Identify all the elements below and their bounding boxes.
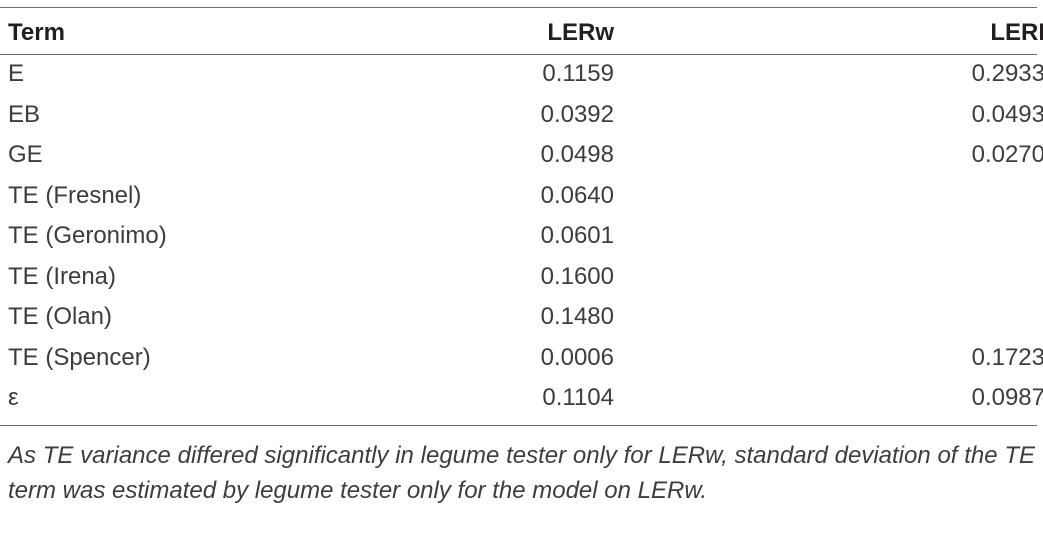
table-row: TE (Geronimo) 0.0601: [0, 216, 1043, 257]
cell-leri: [614, 297, 1043, 338]
table-row: TE (Olan) 0.1480: [0, 297, 1043, 338]
header-term: Term: [8, 19, 65, 46]
cell-term: GE: [8, 141, 43, 169]
table-row: ε 0.1104 0.0987: [0, 378, 1043, 419]
cell-term: TE (Olan): [8, 303, 113, 331]
cell-lerw: 0.0498: [540, 141, 614, 169]
cell-term: TE (Irena): [8, 262, 117, 290]
table-bottom-rule: [0, 425, 1037, 426]
cell-lerw: 0.1104: [542, 384, 614, 412]
table-row: E 0.1159 0.2933: [0, 54, 1043, 95]
cell-term: E: [8, 60, 25, 88]
cell-leri: 0.0270: [971, 141, 1043, 169]
cell-lerw: 0.0006: [540, 343, 614, 371]
cell-leri: [614, 257, 1043, 298]
header-lerw: LERw: [547, 19, 614, 46]
cell-lerw: 0.1159: [542, 60, 614, 88]
table-row: TE (Spencer) 0.0006 0.1723: [0, 338, 1043, 379]
table-row: EB 0.0392 0.0493: [0, 95, 1043, 136]
header-leri: LERI: [990, 19, 1043, 46]
cell-leri: 0.1723: [971, 343, 1043, 371]
variance-table: Term LERw LERI E 0.1159 0.2933 EB 0.0392…: [0, 8, 1043, 419]
table-row: GE 0.0498 0.0270: [0, 135, 1043, 176]
table-footnote: As TE variance differed significantly in…: [8, 442, 1035, 504]
cell-leri: 0.0987: [971, 384, 1043, 412]
cell-leri: [614, 216, 1043, 257]
cell-term: EB: [8, 100, 41, 128]
table-header-rule: [0, 54, 1037, 55]
cell-lerw: 0.0640: [540, 181, 614, 209]
cell-lerw: 0.0392: [540, 100, 614, 128]
table-row: TE (Fresnel) 0.0640: [0, 176, 1043, 217]
table-top-rule: [0, 7, 1037, 8]
cell-leri: [614, 176, 1043, 217]
cell-term: ε: [8, 384, 19, 412]
table-header-row: Term LERw LERI: [0, 8, 1043, 54]
cell-leri: 0.0493: [971, 100, 1043, 128]
cell-lerw: 0.1600: [540, 262, 614, 290]
table-row: TE (Irena) 0.1600: [0, 257, 1043, 298]
cell-lerw: 0.0601: [540, 222, 614, 250]
cell-term: TE (Fresnel): [8, 181, 142, 209]
cell-leri: 0.2933: [971, 60, 1043, 88]
cell-term: TE (Spencer): [8, 343, 151, 371]
cell-term: TE (Geronimo): [8, 222, 167, 250]
cell-lerw: 0.1480: [540, 303, 614, 331]
